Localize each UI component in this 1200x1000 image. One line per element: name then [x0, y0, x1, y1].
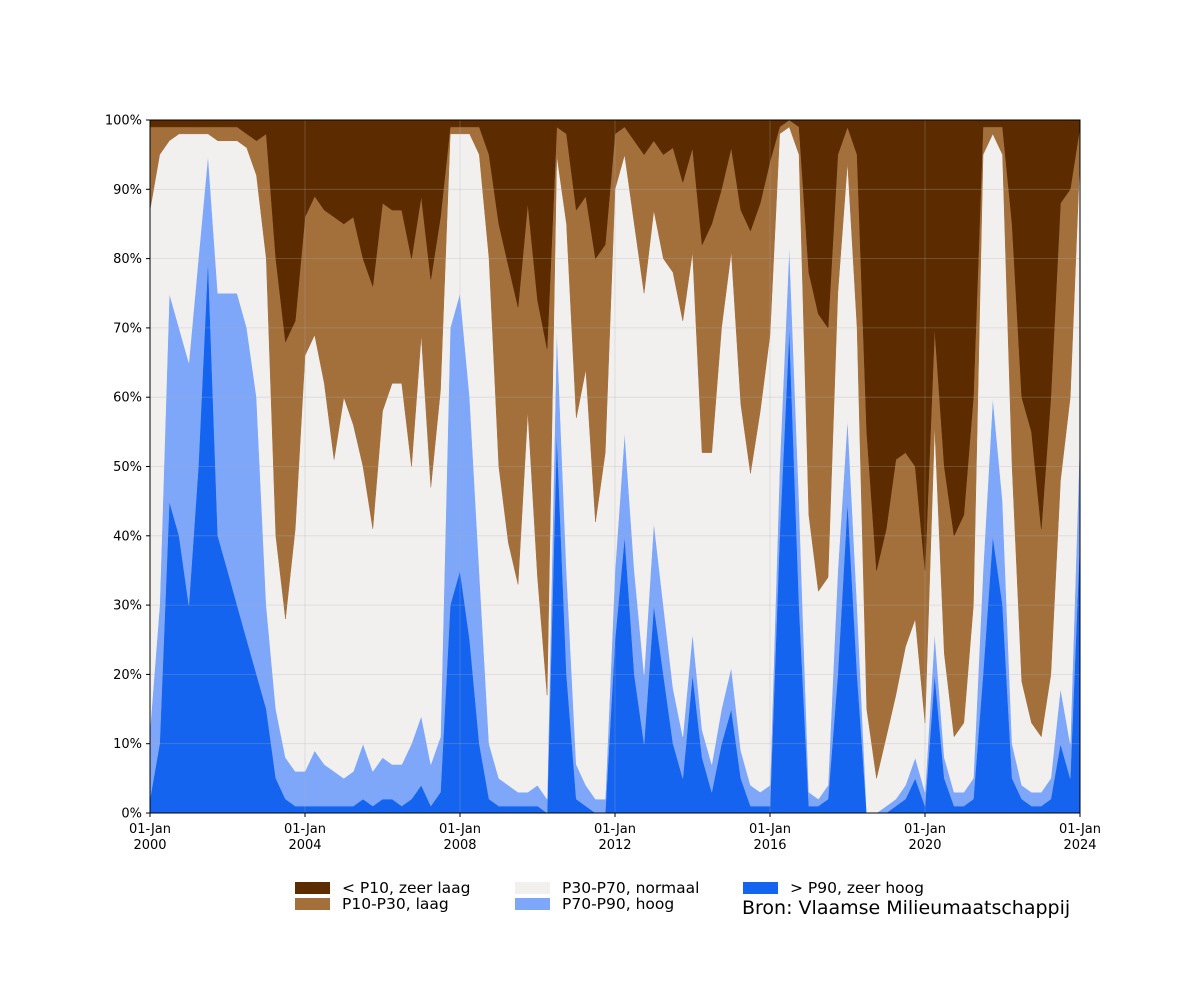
x-tick-label-year: 2008	[443, 838, 476, 853]
y-tick-label: 70%	[113, 321, 142, 336]
y-tick-label: 60%	[113, 391, 142, 406]
y-axis: 0% 10% 20% 30% 40% 50% 60% 70% 80% 90% 100%	[105, 114, 150, 822]
x-tick-label-day: 01-Jan	[439, 822, 481, 837]
x-tick-label-day: 01-Jan	[284, 822, 326, 837]
legend-label-zeer-laag: < P10, zeer laag	[342, 879, 471, 897]
legend-label-laag: P10-P30, laag	[342, 895, 449, 913]
legend-swatch-hoog	[515, 898, 550, 910]
x-tick-label-day: 01-Jan	[594, 822, 636, 837]
x-tick-label-year: 2020	[908, 838, 941, 853]
x-tick-label-day: 01-Jan	[749, 822, 791, 837]
y-tick-label: 20%	[113, 668, 142, 683]
x-tick-label-year: 2000	[133, 838, 166, 853]
legend-label-normaal: P30-P70, normaal	[562, 879, 700, 897]
x-tick-label-year: 2004	[288, 838, 321, 853]
legend-item-zeer-laag: < P10, zeer laag	[295, 879, 471, 897]
x-tick-label-year: 2016	[753, 838, 786, 853]
chart-canvas: 0% 10% 20% 30% 40% 50% 60% 70% 80% 90% 100% 01-Jan…	[105, 114, 1101, 854]
x-tick-label-day: 01-Jan	[1059, 822, 1101, 837]
legend-item-zeer-hoog: > P90, zeer hoog	[743, 879, 924, 897]
legend-item-normaal: P30-P70, normaal	[515, 879, 700, 897]
x-axis: 01-Jan200001-Jan200401-Jan200801-Jan2012…	[129, 813, 1101, 853]
legend-item-laag: P10-P30, laag	[295, 895, 449, 913]
legend-swatch-laag	[295, 898, 330, 910]
grid-lines	[150, 120, 1080, 813]
legend-swatch-normaal	[515, 882, 550, 894]
legend-item-hoog: P70-P90, hoog	[515, 895, 675, 913]
x-tick-label-year: 2024	[1063, 838, 1096, 853]
y-tick-label: 0%	[121, 807, 142, 822]
y-tick-label: 10%	[113, 737, 142, 752]
y-tick-label: 50%	[113, 460, 142, 475]
x-tick-label-year: 2012	[598, 838, 631, 853]
legend-label-zeer-hoog: > P90, zeer hoog	[790, 879, 924, 897]
source-credit: Bron: Vlaamse Milieumaatschappij	[742, 897, 1071, 919]
legend-swatch-zeer-laag	[295, 882, 330, 894]
y-tick-label: 30%	[113, 599, 142, 614]
legend-label-hoog: P70-P90, hoog	[562, 895, 675, 913]
y-tick-label: 80%	[113, 252, 142, 267]
y-tick-label: 40%	[113, 529, 142, 544]
x-tick-label-day: 01-Jan	[904, 822, 946, 837]
y-tick-label: 100%	[105, 114, 142, 129]
legend-swatch-zeer-hoog	[743, 882, 778, 894]
legend: < P10, zeer laag P10-P30, laag P30-P70, …	[295, 879, 1095, 930]
y-tick-label: 90%	[113, 183, 142, 198]
x-tick-label-day: 01-Jan	[129, 822, 171, 837]
